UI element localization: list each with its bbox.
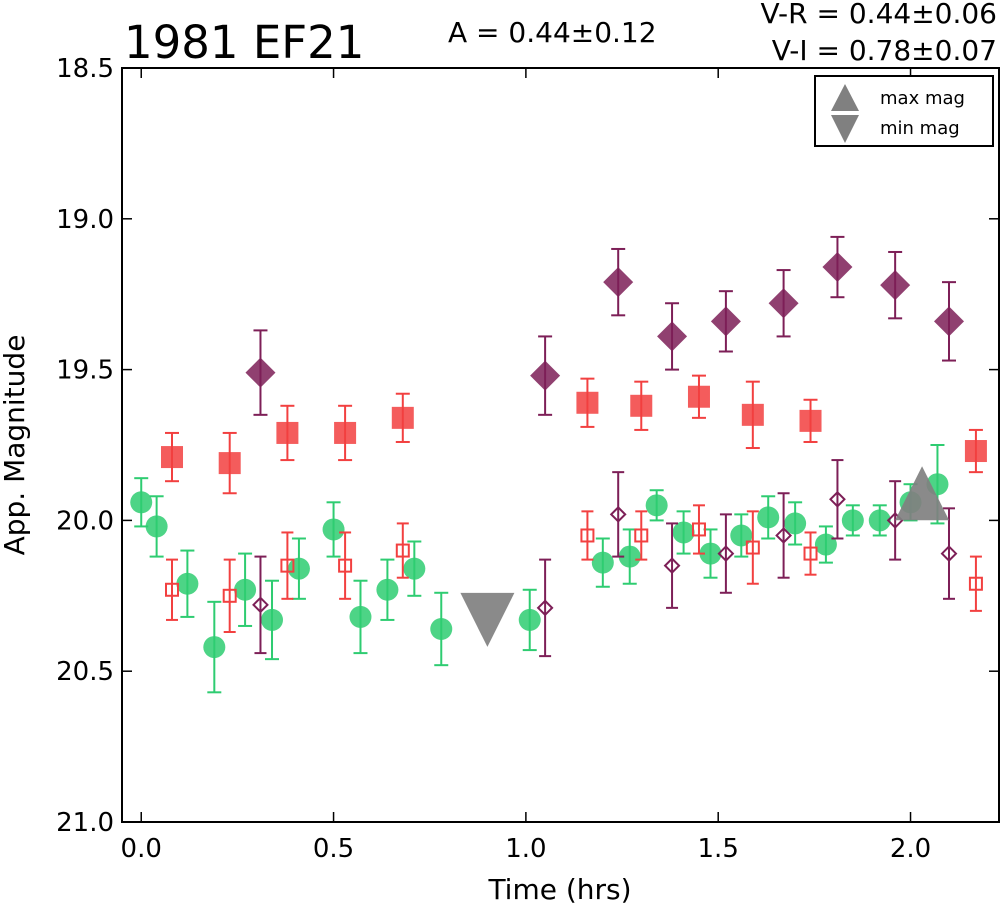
v-r-annotation: V-R = 0.44±0.06 xyxy=(761,0,997,30)
series-2 xyxy=(165,504,983,633)
data-point-square xyxy=(222,588,237,603)
data-point-diamond xyxy=(536,599,554,617)
data-point-diamond xyxy=(829,490,846,508)
data-point-circle xyxy=(645,494,668,517)
data-point-square xyxy=(395,543,410,558)
data-point-square xyxy=(964,440,987,463)
data-point-circle xyxy=(130,491,153,514)
data-point-square xyxy=(687,385,710,408)
data-point-square xyxy=(799,409,822,432)
data-point-square xyxy=(276,421,299,444)
series-1 xyxy=(161,374,987,495)
series-0 xyxy=(130,444,949,694)
data-point-circle xyxy=(261,608,284,631)
legend-label-max-mag: max mag xyxy=(880,88,965,109)
data-point-diamond xyxy=(768,288,799,319)
data-point-circle xyxy=(145,515,168,538)
data-point-circle xyxy=(591,551,614,574)
data-point-circle xyxy=(672,521,695,544)
data-point-square xyxy=(968,576,983,591)
legend-min-mag-icon xyxy=(831,115,859,143)
max-mag-triangle-icon xyxy=(895,466,950,521)
y-tick-label: 19.0 xyxy=(56,205,114,235)
data-point-square xyxy=(803,546,818,561)
data-point-circle xyxy=(322,518,345,541)
data-point-diamond xyxy=(940,545,958,562)
data-point-circle xyxy=(176,572,199,595)
data-point-diamond xyxy=(657,321,688,352)
data-point-square xyxy=(334,421,357,444)
data-point-square xyxy=(741,403,764,426)
plot-marks xyxy=(130,235,987,694)
data-point-square xyxy=(161,446,184,469)
data-point-square xyxy=(391,406,414,429)
data-point-diamond xyxy=(603,267,634,298)
data-point-square xyxy=(576,391,599,414)
data-point-circle xyxy=(757,506,780,529)
data-point-circle xyxy=(618,545,641,568)
series-4 xyxy=(252,459,958,658)
data-point-diamond xyxy=(252,596,269,614)
legend-label-min-mag: min mag xyxy=(880,118,960,139)
legend: max mag min mag xyxy=(814,75,994,147)
data-point-diamond xyxy=(822,252,853,283)
data-point-circle xyxy=(841,509,864,532)
data-point-circle xyxy=(403,557,426,580)
x-tick-label: 1.5 xyxy=(698,834,739,864)
x-tick-label: 2.0 xyxy=(890,834,931,864)
amplitude-annotation: A = 0.44±0.12 xyxy=(448,16,657,49)
data-point-square xyxy=(691,522,706,537)
data-point-circle xyxy=(234,578,257,601)
series-3 xyxy=(245,235,964,416)
data-point-diamond xyxy=(245,357,276,388)
min-mag-triangle-icon xyxy=(460,592,515,647)
data-point-circle xyxy=(730,524,753,547)
y-tick-label: 20.5 xyxy=(56,657,114,687)
v-i-annotation: V-I = 0.78±0.07 xyxy=(772,34,997,67)
data-point-square xyxy=(745,540,760,555)
data-point-circle xyxy=(814,533,837,556)
data-point-square xyxy=(165,582,180,597)
y-tick-label: 21.0 xyxy=(56,808,114,838)
data-point-circle xyxy=(376,578,399,601)
chart-title: 1981 EF21 xyxy=(124,16,364,69)
data-point-circle xyxy=(784,512,807,535)
data-point-square xyxy=(630,394,653,417)
data-point-circle xyxy=(699,542,722,565)
y-tick-label: 20.0 xyxy=(56,506,114,536)
plot-frame xyxy=(121,67,1000,823)
data-point-square xyxy=(634,528,649,543)
legend-max-mag-icon xyxy=(831,84,859,111)
y-axis-label: App. Magnitude xyxy=(0,335,31,556)
y-tick-label: 19.5 xyxy=(56,356,114,386)
data-point-diamond xyxy=(663,557,681,575)
data-point-diamond xyxy=(609,505,627,523)
data-point-diamond xyxy=(933,306,964,337)
data-point-diamond xyxy=(880,270,911,301)
data-point-diamond xyxy=(530,360,561,391)
data-point-square xyxy=(218,452,241,475)
axes-ticks: 0.0 0.5 1.0 1.5 2.0 18.5 19.0 19.5 20.0 20.5 21.0 xyxy=(56,54,999,864)
data-point-circle xyxy=(203,636,226,659)
x-tick-label: 0.5 xyxy=(313,834,354,864)
data-point-diamond xyxy=(717,545,735,562)
data-point-square xyxy=(338,558,353,573)
data-point-circle xyxy=(349,605,372,628)
x-axis-label: Time (hrs) xyxy=(487,873,631,904)
data-point-circle xyxy=(287,557,310,580)
data-point-square xyxy=(580,528,595,543)
data-point-square xyxy=(280,558,295,573)
x-tick-label: 0.0 xyxy=(121,834,162,864)
data-point-circle xyxy=(868,509,891,532)
data-point-circle xyxy=(430,617,453,640)
data-point-circle xyxy=(518,608,541,631)
y-tick-label: 18.5 xyxy=(56,54,114,84)
x-tick-label: 1.0 xyxy=(505,834,546,864)
data-point-diamond xyxy=(710,306,741,337)
data-point-diamond xyxy=(775,527,793,544)
